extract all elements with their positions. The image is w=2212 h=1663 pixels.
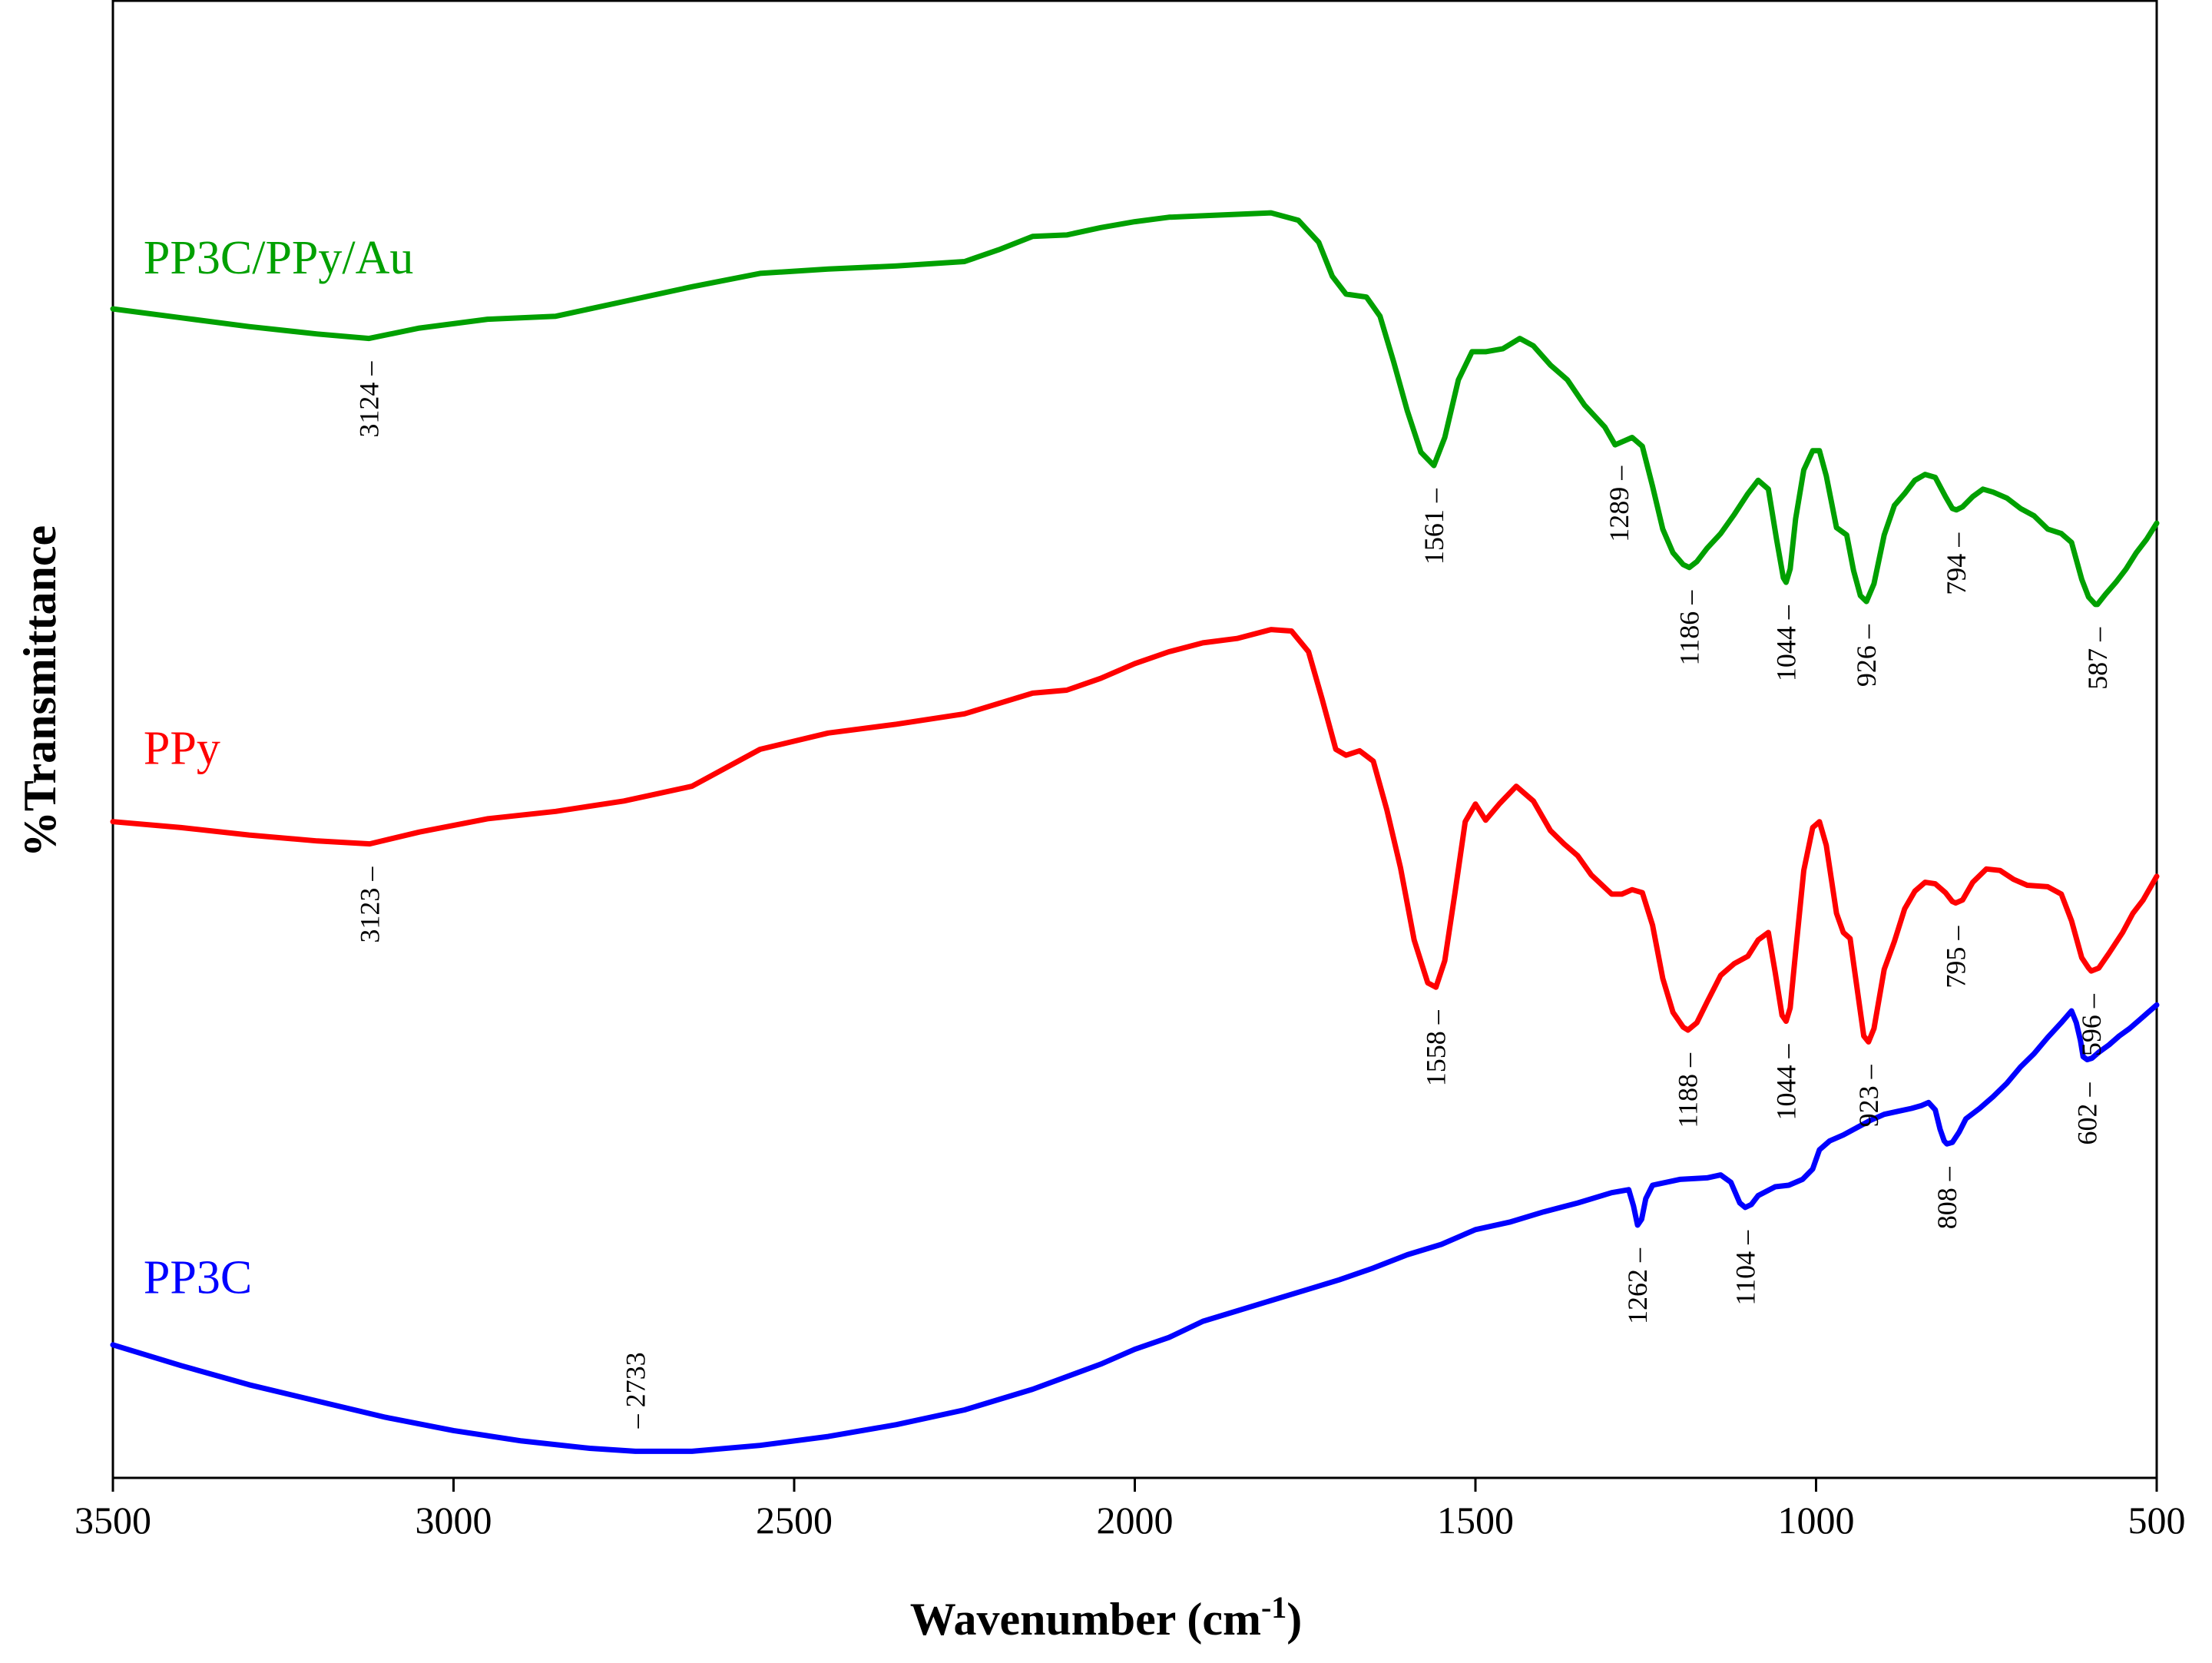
peak-annotation: 794 – [1941,532,1972,595]
peak-label: 1558 – [1421,1009,1452,1086]
x-axis-title: Wavenumber (cm-1) [910,1590,1303,1645]
peak-label: 1561 – [1419,488,1449,565]
peak-annotations: 3124 – 1561 – 1289 – 1186 – 1044 – 926 – 794 –… [354,361,2113,1429]
series-label-pp3c-ppy-au: PP3C/PPy/Au [144,232,414,284]
x-tick-label: 2500 [756,1499,833,1542]
peak-annotation: 1188 – [1673,1052,1704,1128]
series-label-pp3c: PP3C [144,1252,252,1304]
peak-label: 923 – [1853,1064,1884,1127]
x-tick-label: 3500 [75,1499,151,1542]
peak-annotation: 602 – [2072,1082,2103,1145]
peak-label: 1044 – [1771,1044,1802,1121]
x-axis-ticks: 3500 3000 2500 2000 1500 1000 500 [75,1478,2186,1542]
x-tick-label: 500 [2128,1499,2186,1542]
x-tick-label: 3000 [416,1499,492,1542]
x-tick-label: 2000 [1097,1499,1174,1542]
peak-annotation: 808 – [1932,1166,1962,1229]
x-axis-title-close: ) [1286,1594,1302,1645]
peak-annotation: 1186 – [1674,590,1705,666]
series-line-ppy [110,627,2160,1045]
peak-label: 1289 – [1604,465,1634,542]
peak-label: 1188 – [1673,1052,1704,1128]
peak-annotation: 795 – [1940,926,1971,989]
peak-label: – 2733 [620,1352,651,1429]
peak-annotation: 1262 – [1622,1247,1653,1324]
peak-label: 596 – [2076,993,2107,1056]
peak-label: 926 – [1851,624,1882,687]
peak-annotation: 1289 – [1604,465,1634,542]
x-tick-label: 1000 [1778,1499,1855,1542]
peak-label: 808 – [1932,1166,1962,1229]
peak-label: 1186 – [1674,590,1705,666]
series-label-ppy: PPy [144,723,220,775]
series-layer [110,210,2160,1454]
series-line-pp3c [110,1002,2160,1454]
peak-annotation: 3123 – [354,866,385,943]
series-labels: PP3C/PPy/Au PPy PP3C [144,232,414,1304]
x-axis-title-sup: -1 [1261,1590,1286,1625]
peak-label: 795 – [1940,926,1971,989]
peak-label: 1044 – [1771,605,1802,681]
peak-label: 794 – [1941,532,1972,595]
peak-label: 1104 – [1730,1230,1760,1306]
peak-label: 602 – [2072,1082,2103,1145]
peak-annotation: 926 – [1851,624,1882,687]
x-tick-label: 1500 [1437,1499,1514,1542]
peak-annotation: 3124 – [354,361,385,438]
peak-label: 3123 – [354,866,385,943]
peak-annotation: 1558 – [1421,1009,1452,1086]
peak-label: 1262 – [1622,1247,1653,1324]
peak-annotation: 1044 – [1771,1044,1802,1121]
peak-annotation: 923 – [1853,1064,1884,1127]
series-line-pp3c-ppy-au [110,210,2160,608]
peak-label: 587 – [2082,627,2113,690]
peak-annotation: 587 – [2082,627,2113,690]
peak-annotation: 1104 – [1730,1230,1760,1306]
x-axis-title-main: Wavenumber (cm [910,1594,1261,1645]
peak-annotation: – 2733 [620,1352,651,1429]
peak-annotation: 596 – [2076,993,2107,1056]
peak-annotation: 1561 – [1419,488,1449,565]
y-axis-title: %Transmittance [15,525,65,857]
peak-annotation: 1044 – [1771,605,1802,681]
peak-label: 3124 – [354,361,385,438]
